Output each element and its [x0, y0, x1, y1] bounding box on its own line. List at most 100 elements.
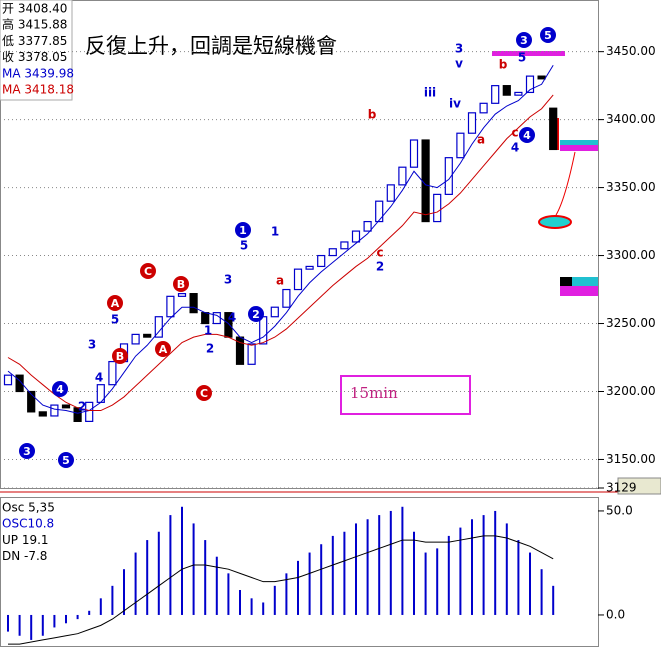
wave-marker	[52, 381, 68, 397]
osc-bar	[517, 540, 520, 615]
osc-bar	[320, 544, 323, 615]
candle	[61, 404, 71, 409]
candle	[456, 132, 465, 159]
wave-label: C	[144, 265, 152, 278]
info-label: 低 3377.85	[2, 34, 67, 48]
wave-marker	[155, 341, 171, 357]
candle	[85, 401, 94, 422]
wave-marker	[540, 27, 556, 43]
wave-marker	[196, 385, 212, 401]
candle	[282, 288, 291, 308]
osc-bar	[529, 552, 531, 615]
osc-bar	[227, 573, 230, 615]
info-label: 高 3415.88	[2, 17, 67, 32]
level-marker	[560, 286, 598, 296]
y-tick-label: 3400.00	[606, 112, 656, 126]
y-tick-label: 3200.00	[606, 384, 656, 398]
wave-label: c	[511, 126, 518, 140]
wave-label: b	[368, 108, 377, 122]
osc-bar	[297, 560, 299, 615]
osc-bar	[192, 523, 195, 615]
candle	[201, 312, 210, 325]
candle	[143, 333, 152, 338]
wave-label: a	[276, 274, 284, 288]
info-label: OSC10.8	[2, 517, 54, 531]
wave-marker	[235, 222, 251, 238]
projection-target	[538, 215, 572, 229]
osc-bar	[389, 510, 392, 615]
candle	[259, 316, 268, 345]
osc-bar	[331, 535, 334, 615]
candle	[549, 107, 558, 151]
wave-label: 4	[228, 311, 236, 325]
nav-buttons[interactable]	[617, 477, 661, 495]
osc-bar	[413, 531, 415, 615]
wave-marker	[112, 348, 128, 364]
osc-bar	[30, 614, 33, 640]
level-marker	[560, 140, 598, 145]
y-tick-label: 3250.00	[606, 316, 656, 330]
info-label: MA 3439.98	[2, 66, 74, 80]
candle	[328, 248, 337, 257]
candle	[15, 374, 24, 393]
candle	[247, 343, 256, 365]
osc-bar	[401, 506, 404, 615]
candle	[270, 306, 279, 318]
candle	[50, 404, 59, 417]
osc-bar	[99, 598, 102, 615]
wave-label: iv	[449, 97, 461, 111]
y-tick-label: 3450.00	[606, 44, 656, 58]
candle	[467, 112, 477, 134]
target-marker	[492, 51, 565, 56]
ma-line	[7, 65, 554, 414]
osc-bar	[53, 614, 56, 628]
osc-bar	[134, 552, 137, 615]
osc-bar	[552, 585, 555, 615]
wave-label: 2	[252, 308, 260, 321]
osc-bar	[169, 515, 172, 615]
wave-marker	[19, 443, 35, 459]
osc-bar	[482, 515, 485, 615]
osc-bar	[355, 523, 357, 615]
info-label: MA 3418.18	[2, 83, 74, 97]
osc-bar	[76, 614, 79, 620]
candle	[398, 166, 407, 186]
candle	[27, 390, 36, 413]
candle	[433, 193, 442, 223]
level-marker	[560, 145, 598, 151]
osc-bar	[215, 556, 218, 615]
candle	[189, 293, 198, 314]
wave-label: A	[159, 343, 168, 356]
osc-bar	[308, 552, 311, 615]
wave-label: 3	[88, 338, 96, 352]
candle	[131, 333, 140, 345]
osc-bar	[471, 519, 473, 615]
osc-bar	[204, 540, 207, 615]
wave-label: 4	[95, 371, 103, 385]
wave-label: b	[499, 58, 508, 72]
candle	[293, 268, 303, 291]
osc-bar	[41, 614, 44, 636]
y-tick-label: 3300.00	[606, 248, 656, 262]
osc-line	[8, 535, 554, 645]
candle	[166, 295, 175, 318]
candle	[514, 91, 523, 96]
y-tick-label: 3150.00	[606, 452, 656, 466]
osc-bar	[146, 540, 149, 615]
info-label: DN -7.8	[2, 549, 47, 563]
timeframe-box	[340, 375, 471, 415]
osc-bar	[239, 589, 241, 615]
osc-bar	[273, 585, 276, 615]
osc-bar	[540, 569, 543, 615]
osc-bar	[111, 585, 114, 615]
osc-bar	[181, 506, 183, 615]
candle	[421, 139, 430, 223]
wave-label: 5	[518, 51, 526, 65]
candle	[502, 85, 511, 96]
candle	[108, 360, 117, 386]
candle	[491, 85, 500, 104]
osc-bar	[157, 531, 160, 615]
candle	[363, 220, 372, 232]
